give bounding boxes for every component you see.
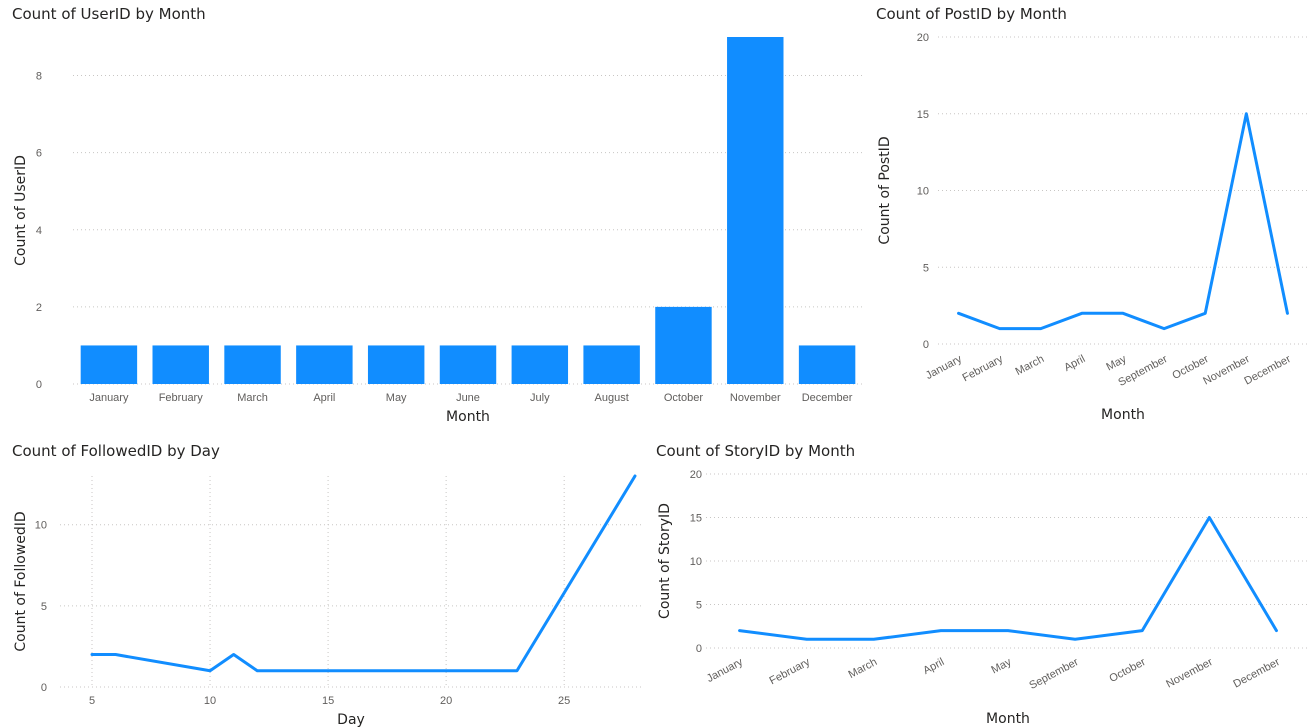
chart-title: Count of UserID by Month xyxy=(12,5,206,23)
y-tick-label: 4 xyxy=(36,225,42,237)
x-tick-label: May xyxy=(386,392,407,404)
x-tick-label: November xyxy=(1164,656,1215,691)
y-axis-title: Count of FollowedID xyxy=(13,511,29,651)
y-tick-label: 2 xyxy=(36,302,42,314)
x-tick-label: March xyxy=(847,656,880,681)
bar xyxy=(727,37,784,384)
x-tick-label: 5 xyxy=(89,695,95,707)
series-line xyxy=(738,516,1278,641)
y-tick-label: 5 xyxy=(41,601,47,613)
storyid-by-month-visual: Count of StoryID by Month 0 5 10 15 20 Count … xyxy=(650,436,1312,728)
y-tick-label: 20 xyxy=(917,32,929,44)
postid-line-chart: 0 5 10 15 20 Count of PostID Month JanuaryFebru… xyxy=(877,32,1308,423)
y-tick-label: 0 xyxy=(41,682,47,694)
y-tick-label: 20 xyxy=(690,469,702,481)
x-tick-label: 20 xyxy=(440,695,452,707)
x-tick-label: August xyxy=(595,392,629,404)
y-tick-label: 0 xyxy=(36,379,42,391)
x-tick-label: 10 xyxy=(204,695,216,707)
bar xyxy=(511,345,569,384)
y-tick-label: 10 xyxy=(35,520,47,532)
x-tick-label: April xyxy=(1062,353,1087,374)
x-tick-label: 25 xyxy=(558,695,570,707)
userid-bar-chart: 0 2 4 6 8 Count of UserID Month January February… xyxy=(13,37,863,425)
x-tick-label: March xyxy=(237,392,268,404)
x-axis-title: Month xyxy=(1101,407,1145,423)
bar xyxy=(224,345,281,384)
userid-by-month-visual: Count of UserID by Month 0 2 4 6 8 Count of U… xyxy=(0,0,870,428)
x-tick-label: December xyxy=(1231,656,1282,691)
y-tick-label: 10 xyxy=(690,556,702,568)
x-tick-label: October xyxy=(664,392,703,404)
x-tick-label: February xyxy=(961,353,1006,384)
x-axis-title: Month xyxy=(446,409,490,425)
y-tick-label: 5 xyxy=(923,262,929,274)
y-tick-label: 6 xyxy=(36,148,42,160)
x-tick-label: November xyxy=(730,392,781,404)
x-tick-label: February xyxy=(768,656,813,687)
bar xyxy=(152,345,209,384)
x-tick-label: January xyxy=(89,392,129,404)
postid-by-month-visual: Count of PostID by Month 0 5 10 15 20 Count o… xyxy=(870,0,1312,428)
x-tick-label: May xyxy=(989,656,1013,677)
x-tick-label: December xyxy=(802,392,853,404)
x-tick-label: April xyxy=(921,656,946,677)
bar xyxy=(296,345,353,384)
y-tick-label: 0 xyxy=(696,643,702,655)
chart-title: Count of StoryID by Month xyxy=(656,442,856,460)
x-axis-title: Month xyxy=(986,711,1030,727)
y-axis-title: Count of PostID xyxy=(877,136,893,244)
x-tick-label: December xyxy=(1242,353,1293,388)
y-axis-title: Count of UserID xyxy=(13,155,29,266)
x-tick-label: January xyxy=(924,353,965,382)
x-tick-label: June xyxy=(456,392,480,404)
bar xyxy=(655,306,712,384)
y-axis-title: Count of StoryID xyxy=(657,503,673,619)
x-tick-label: February xyxy=(159,392,204,404)
y-tick-label: 10 xyxy=(917,186,929,198)
x-axis-title: Day xyxy=(337,712,365,728)
series-line xyxy=(957,112,1289,331)
bar xyxy=(367,345,425,384)
bar xyxy=(439,345,497,384)
x-tick-label: May xyxy=(1104,353,1128,374)
storyid-line-chart: 0 5 10 15 20 Count of StoryID Month January Febr… xyxy=(657,469,1310,727)
x-tick-label: October xyxy=(1107,656,1147,685)
y-tick-label: 5 xyxy=(696,600,702,612)
y-tick-label: 8 xyxy=(36,71,42,83)
bar xyxy=(583,345,640,384)
x-tick-label: April xyxy=(313,392,335,404)
y-tick-label: 15 xyxy=(690,513,702,525)
chart-title: Count of PostID by Month xyxy=(876,5,1067,23)
bar xyxy=(798,345,856,384)
x-tick-label: September xyxy=(1027,656,1080,692)
followedid-by-day-visual: Count of FollowedID by Day 0 5 10 Count of … xyxy=(0,436,650,728)
series-line xyxy=(90,474,637,673)
x-tick-label: 15 xyxy=(322,695,334,707)
x-tick-label: January xyxy=(705,656,746,685)
x-tick-label: July xyxy=(530,392,550,404)
y-tick-label: 15 xyxy=(917,109,929,121)
y-tick-label: 0 xyxy=(923,339,929,351)
bar xyxy=(80,345,138,384)
followedid-line-chart: 0 5 10 Count of FollowedID Day 5 10 15 20 25 xyxy=(13,474,642,728)
x-tick-label: March xyxy=(1014,353,1047,378)
chart-title: Count of FollowedID by Day xyxy=(12,442,220,460)
